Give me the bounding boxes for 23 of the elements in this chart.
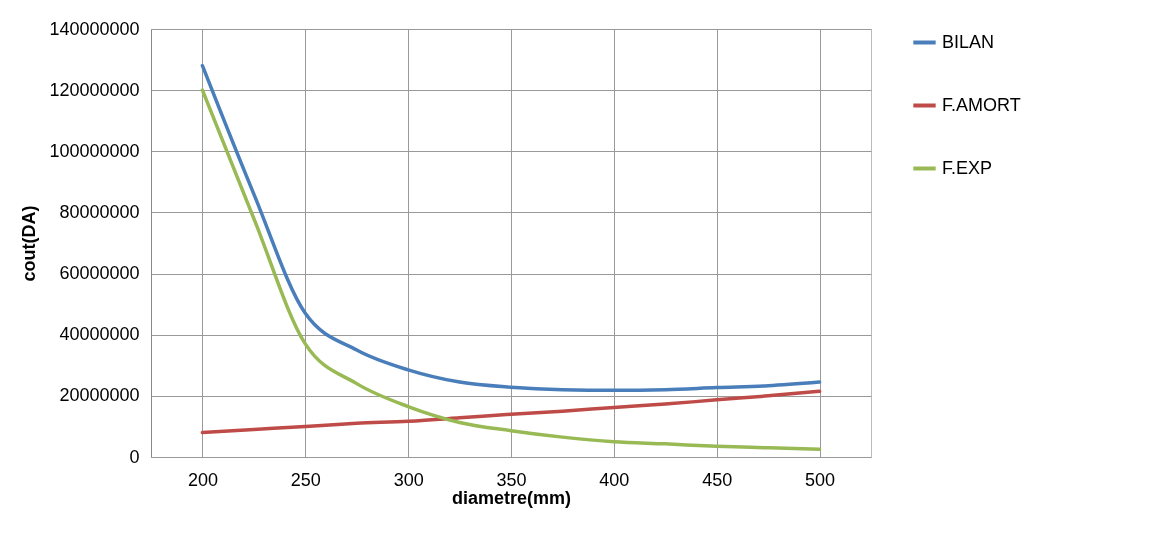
y-tick-label: 0: [129, 446, 140, 467]
x-tick-label: 450: [702, 469, 733, 490]
x-axis-title: diametre(mm): [451, 487, 572, 508]
legend-label: F.AMORT: [942, 94, 1021, 115]
y-tick-label: 140000000: [49, 18, 140, 39]
y-tick-label: 20000000: [59, 385, 140, 406]
line-series: [200, 63, 822, 393]
x-tick-label: 400: [599, 469, 630, 490]
y-axis-title: cout(DA): [19, 205, 40, 282]
y-tick-label: 40000000: [59, 324, 140, 345]
y-tick-label: 80000000: [59, 201, 140, 222]
y-tick-label: 120000000: [49, 79, 140, 100]
x-tick-label: 500: [805, 469, 836, 490]
x-tick-label: 350: [496, 469, 527, 490]
legend-label: F.EXP: [942, 157, 993, 178]
x-tick-label: 200: [187, 469, 218, 490]
y-tick-label: 100000000: [49, 140, 140, 161]
legend-label: BILAN: [942, 31, 995, 52]
x-tick-label: 300: [393, 469, 424, 490]
line-series: [200, 88, 822, 452]
x-tick-label: 250: [290, 469, 321, 490]
line-series: [200, 389, 822, 435]
y-tick-label: 60000000: [59, 263, 140, 284]
